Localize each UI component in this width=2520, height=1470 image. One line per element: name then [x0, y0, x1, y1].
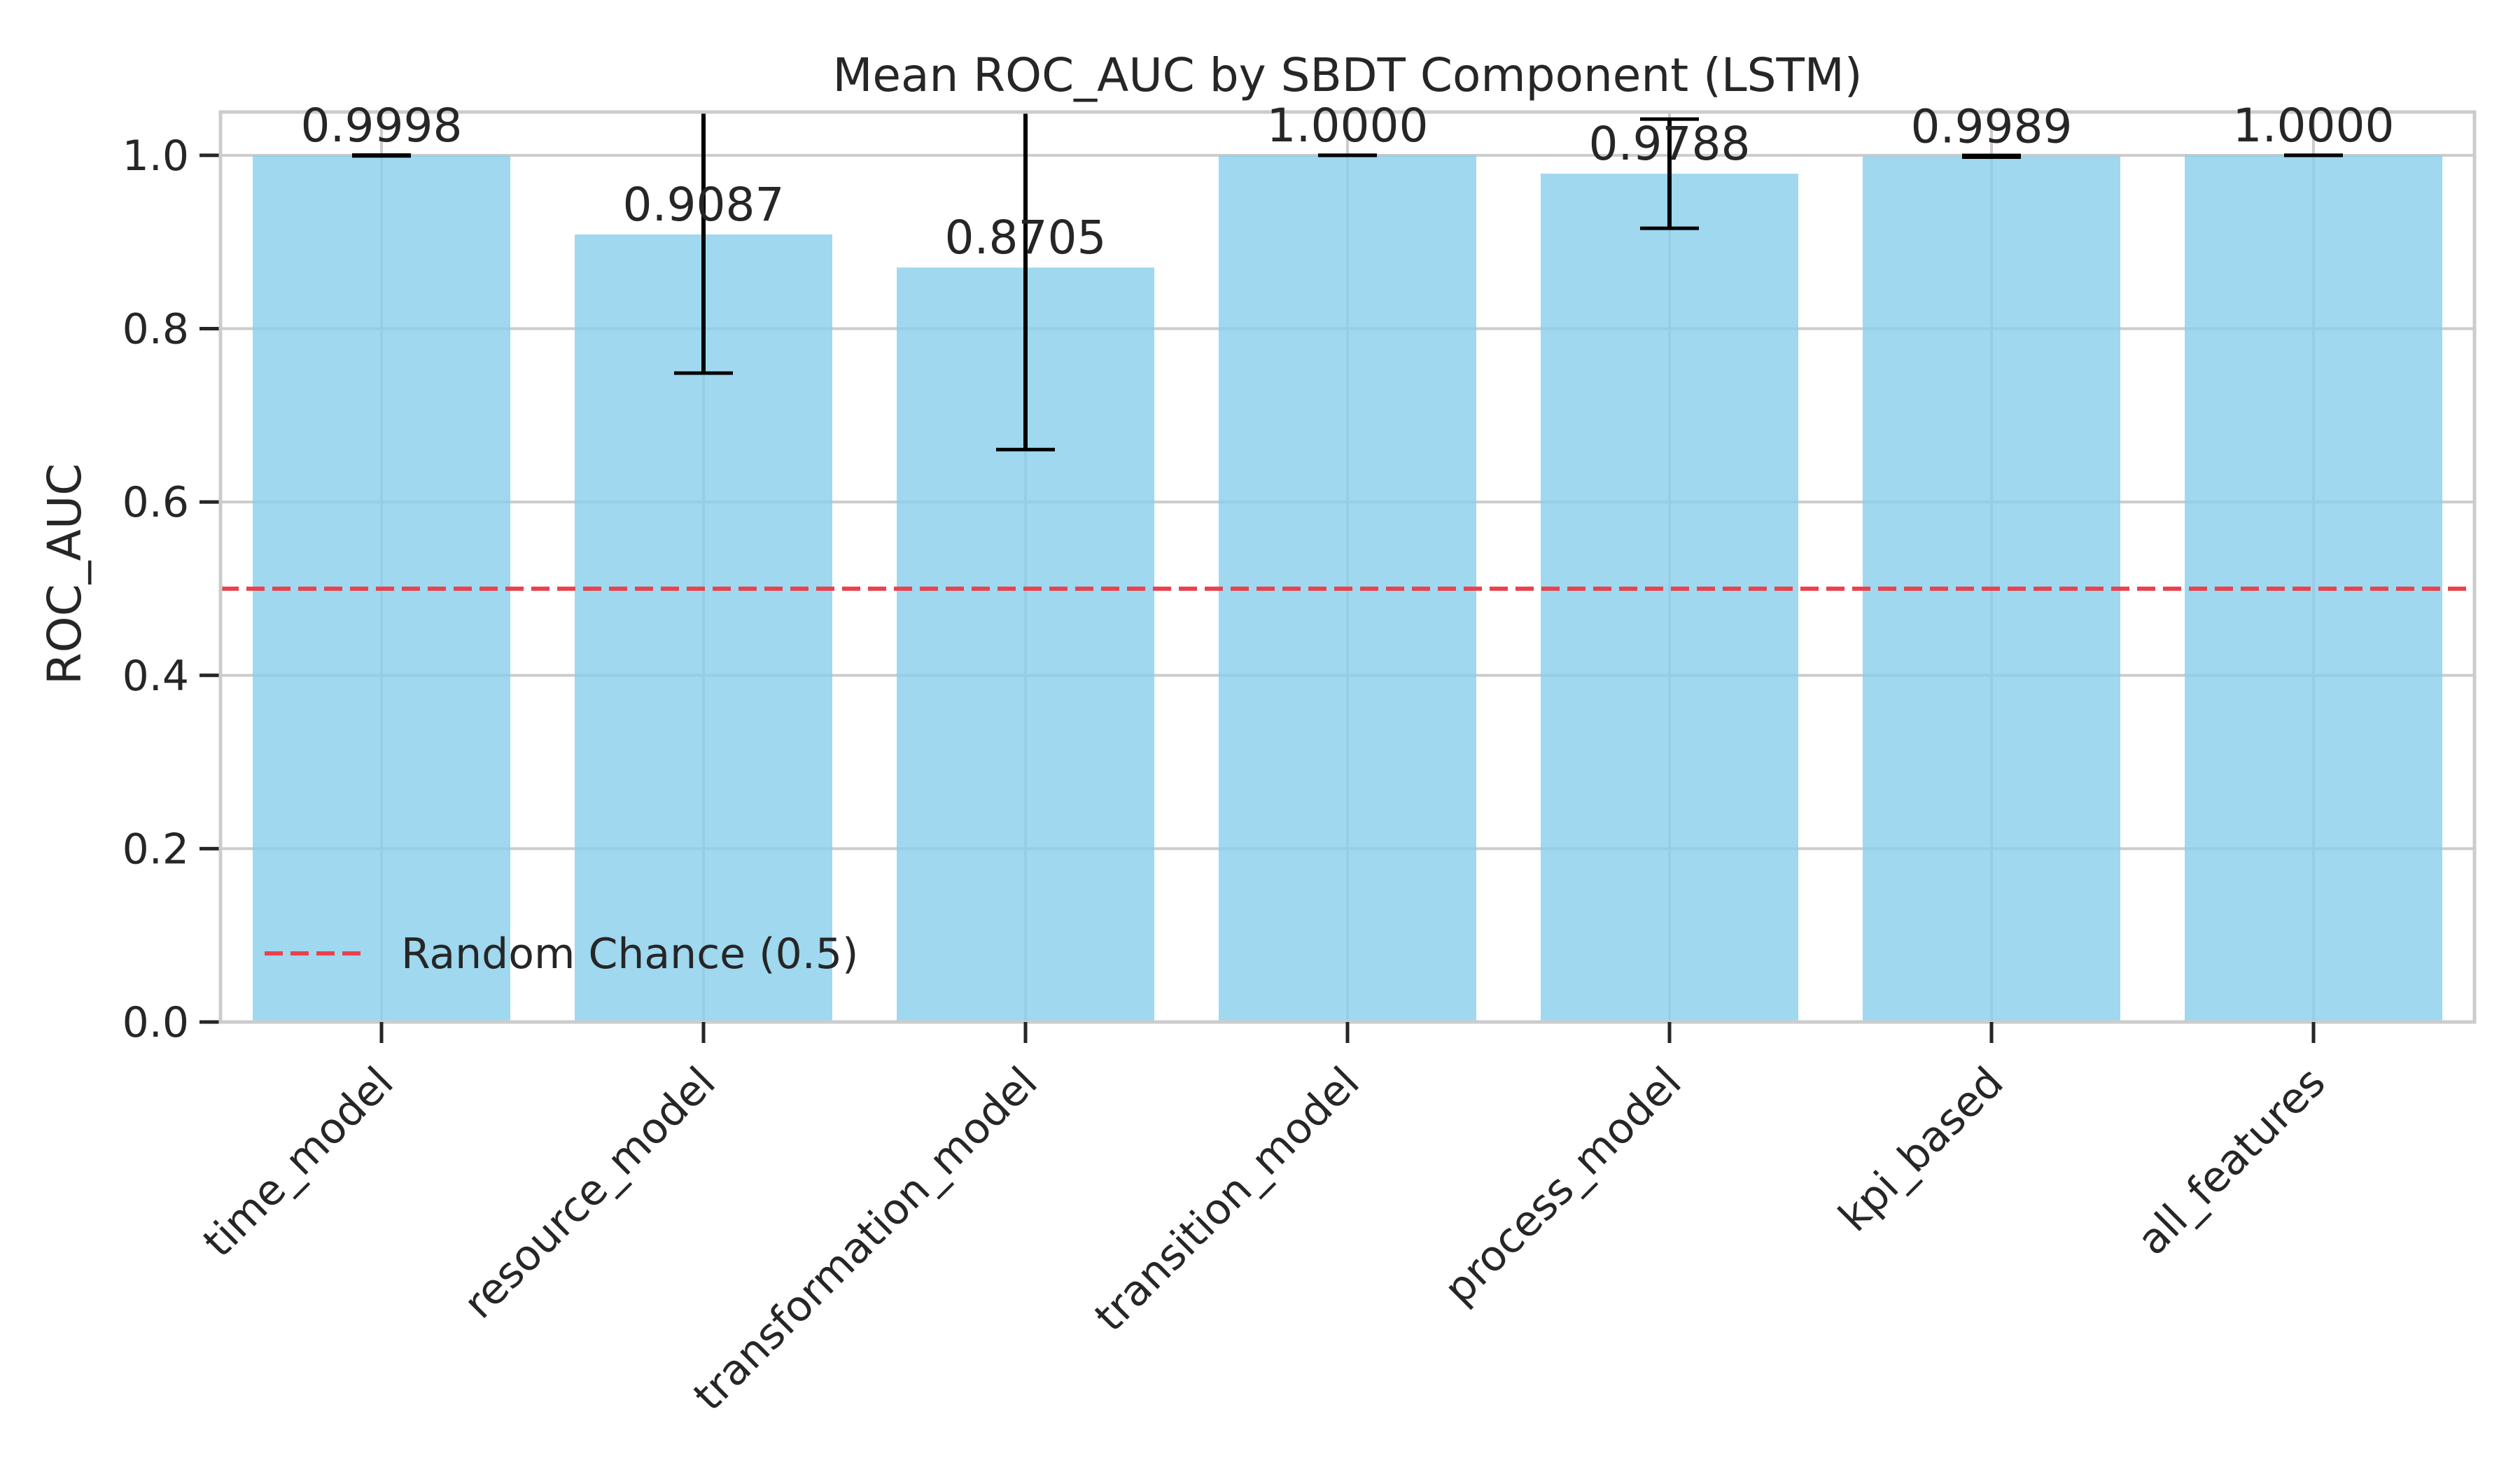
x-tick-label-resource_model: resource_model [454, 1058, 724, 1328]
value-label-kpi_based: 0.9989 [1911, 99, 2073, 153]
y-tick-label: 0.8 [122, 305, 189, 354]
axes-layer [200, 110, 2477, 1043]
bar-process_model [1541, 174, 1798, 1023]
value-label-process_model: 0.9788 [1589, 117, 1751, 171]
chart-title: Mean ROC_AUC by SBDT Component (LSTM) [832, 48, 1862, 102]
y-axis-label: ROC_AUC [38, 463, 92, 685]
x-tick-label-all_features: all_features [2128, 1058, 2335, 1265]
x-tick-label-time_model: time_model [194, 1058, 403, 1267]
x-tick-label-process_model: process_model [1435, 1058, 1691, 1314]
value-label-transition_model: 1.0000 [1267, 99, 1429, 153]
y-tick-label: 0.4 [122, 652, 189, 701]
legend-label-random-chance: Random Chance (0.5) [401, 930, 858, 979]
value-label-time_model: 0.9998 [301, 99, 463, 153]
y-tick-label: 0.0 [122, 998, 189, 1047]
value-label-all_features: 1.0000 [2233, 99, 2395, 153]
y-tick-label: 1.0 [122, 132, 189, 181]
value-label-transformation_model: 0.8705 [945, 211, 1107, 265]
x-tick-label-transformation_model: transformation_model [685, 1058, 1047, 1420]
error-bar-layer [352, 112, 2343, 451]
x-tick-label-transition_model: transition_model [1086, 1058, 1369, 1341]
value-label-resource_model: 0.9087 [623, 178, 785, 232]
y-tick-label: 0.2 [122, 825, 189, 874]
y-tick-label: 0.6 [122, 478, 189, 527]
x-tick-label-kpi_based: kpi_based [1830, 1058, 2013, 1241]
legend: Random Chance (0.5) [265, 930, 858, 979]
